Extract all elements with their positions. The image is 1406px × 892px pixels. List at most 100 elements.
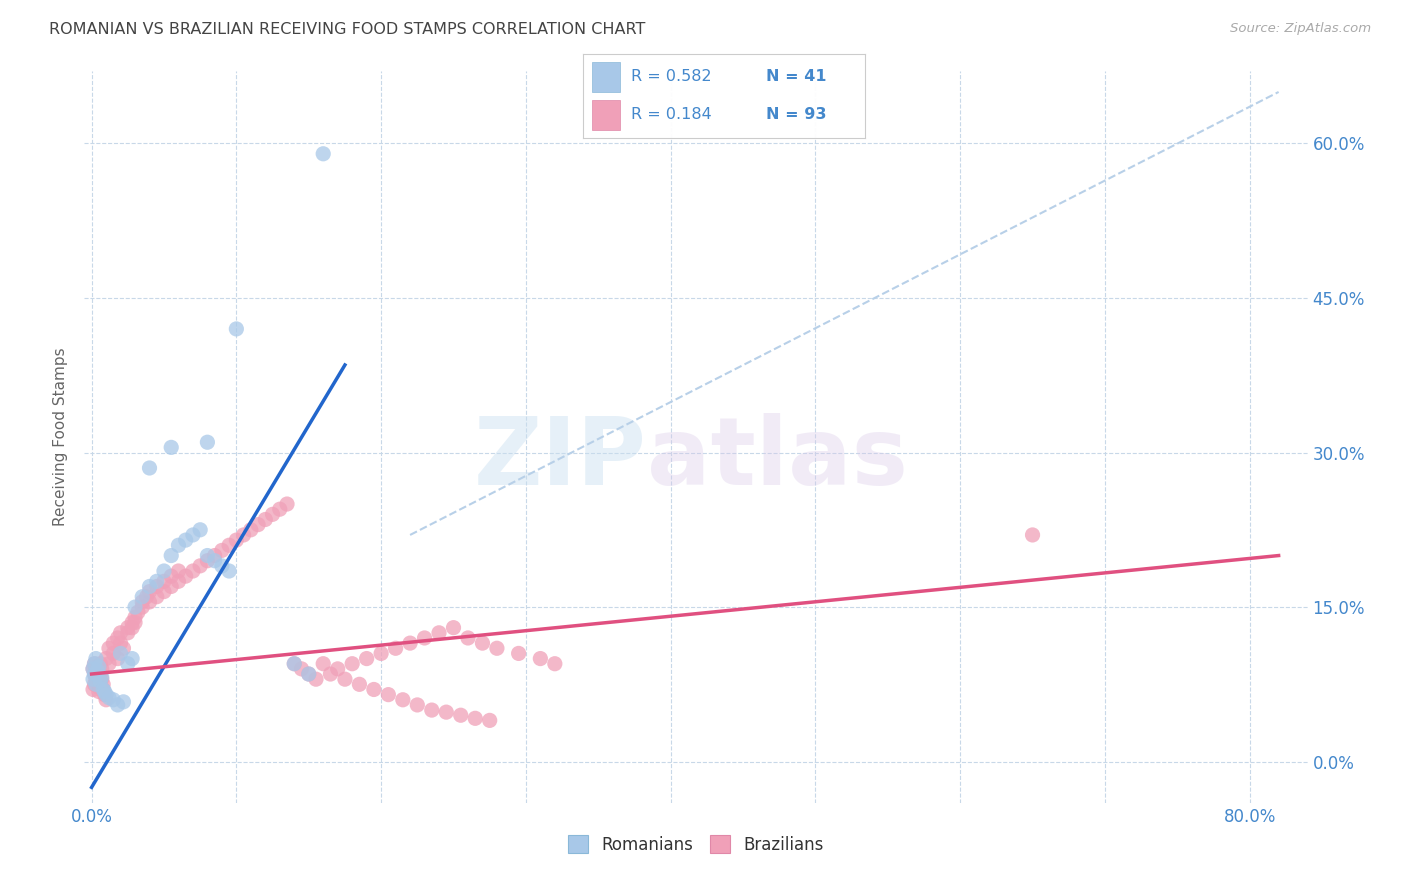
- Point: [103, 636, 125, 650]
- Point: [127, 605, 149, 619]
- Point: [138, 584, 160, 599]
- Point: [529, 651, 551, 665]
- Point: [370, 647, 392, 661]
- Point: [174, 533, 197, 547]
- Point: [83, 667, 105, 681]
- Point: [239, 523, 262, 537]
- Point: [131, 595, 153, 609]
- Point: [87, 681, 110, 695]
- Point: [83, 657, 105, 671]
- Point: [204, 554, 226, 568]
- Point: [478, 714, 501, 728]
- Point: [138, 595, 160, 609]
- Point: [86, 674, 108, 689]
- Text: N = 93: N = 93: [766, 107, 827, 122]
- Point: [94, 688, 117, 702]
- Point: [86, 670, 108, 684]
- Point: [82, 682, 104, 697]
- Point: [107, 651, 129, 665]
- Point: [121, 621, 143, 635]
- Point: [413, 631, 436, 645]
- Point: [84, 672, 107, 686]
- Text: atlas: atlas: [647, 413, 908, 505]
- Point: [124, 615, 146, 630]
- Text: R = 0.582: R = 0.582: [631, 69, 711, 84]
- Point: [312, 657, 335, 671]
- Point: [82, 662, 104, 676]
- Point: [333, 672, 356, 686]
- Point: [340, 657, 363, 671]
- Point: [384, 641, 406, 656]
- Point: [90, 670, 112, 684]
- Point: [167, 564, 190, 578]
- Point: [131, 600, 153, 615]
- Point: [90, 672, 112, 686]
- Point: [197, 554, 219, 568]
- Point: [283, 657, 305, 671]
- Point: [399, 636, 422, 650]
- Point: [83, 677, 105, 691]
- Point: [84, 651, 107, 665]
- Point: [434, 705, 457, 719]
- Point: [83, 657, 105, 671]
- Point: [197, 435, 219, 450]
- Point: [269, 502, 291, 516]
- Point: [174, 569, 197, 583]
- Point: [326, 662, 349, 676]
- Point: [160, 579, 183, 593]
- Point: [464, 711, 486, 725]
- Point: [218, 564, 240, 578]
- Point: [89, 667, 111, 681]
- Point: [450, 708, 472, 723]
- Point: [98, 657, 121, 671]
- Point: [443, 621, 465, 635]
- Point: [247, 517, 270, 532]
- Point: [90, 662, 112, 676]
- Point: [84, 677, 107, 691]
- Point: [91, 682, 114, 697]
- Point: [93, 688, 115, 702]
- Point: [392, 693, 415, 707]
- Point: [305, 672, 328, 686]
- Point: [290, 662, 312, 676]
- Point: [471, 636, 494, 650]
- Point: [153, 584, 176, 599]
- Text: ZIP: ZIP: [474, 413, 647, 505]
- Point: [103, 647, 125, 661]
- Point: [160, 569, 183, 583]
- Text: Source: ZipAtlas.com: Source: ZipAtlas.com: [1230, 22, 1371, 36]
- Point: [135, 590, 157, 604]
- Point: [94, 693, 117, 707]
- Point: [211, 543, 233, 558]
- Point: [427, 625, 450, 640]
- Point: [420, 703, 443, 717]
- Point: [84, 660, 107, 674]
- Point: [82, 662, 104, 676]
- Point: [167, 574, 190, 589]
- Text: ROMANIAN VS BRAZILIAN RECEIVING FOOD STAMPS CORRELATION CHART: ROMANIAN VS BRAZILIAN RECEIVING FOOD STA…: [49, 22, 645, 37]
- Point: [298, 667, 321, 681]
- Point: [153, 564, 176, 578]
- Point: [98, 641, 121, 656]
- Point: [103, 693, 125, 707]
- Point: [160, 549, 183, 563]
- Point: [138, 579, 160, 593]
- Point: [225, 322, 247, 336]
- Point: [117, 625, 139, 640]
- Point: [117, 621, 139, 635]
- Point: [117, 657, 139, 671]
- Point: [110, 636, 132, 650]
- Point: [110, 647, 132, 661]
- Y-axis label: Receiving Food Stamps: Receiving Food Stamps: [53, 348, 69, 526]
- Point: [160, 441, 183, 455]
- Point: [121, 651, 143, 665]
- Point: [188, 558, 211, 573]
- Point: [319, 667, 342, 681]
- Point: [508, 647, 530, 661]
- Point: [377, 688, 399, 702]
- Point: [121, 615, 143, 630]
- Point: [349, 677, 371, 691]
- Point: [89, 674, 111, 689]
- Point: [312, 146, 335, 161]
- Point: [112, 641, 135, 656]
